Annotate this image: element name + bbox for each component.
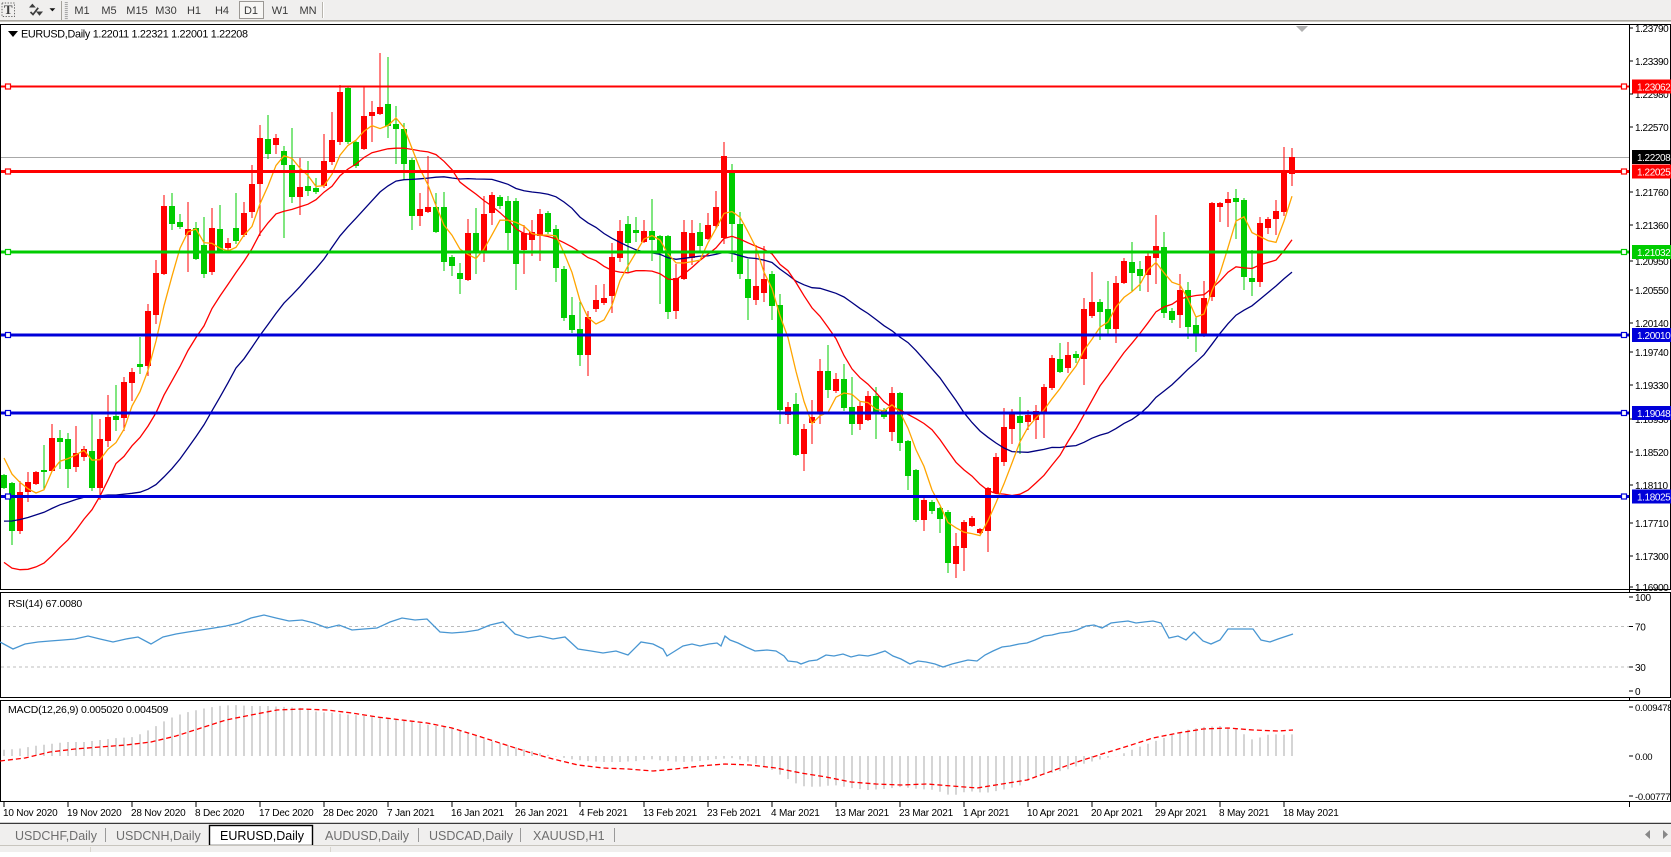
svg-text:4 Feb 2021: 4 Feb 2021 [579,808,628,819]
svg-text:1.18520: 1.18520 [1635,448,1669,459]
svg-text:1 Apr 2021: 1 Apr 2021 [963,808,1010,819]
svg-text:D1: D1 [244,5,258,17]
svg-text:1.21360: 1.21360 [1635,221,1669,232]
svg-text:1.23790: 1.23790 [1635,24,1669,35]
svg-text:28 Nov 2020: 28 Nov 2020 [131,808,186,819]
svg-text:28 Dec 2020: 28 Dec 2020 [323,808,378,819]
svg-text:1.18110: 1.18110 [1635,481,1668,492]
svg-text:1.16900: 1.16900 [1635,583,1669,594]
svg-text:M30: M30 [155,5,176,17]
svg-text:AUDUSD,Daily: AUDUSD,Daily [325,829,410,843]
svg-text:10 Apr 2021: 10 Apr 2021 [1027,808,1079,819]
svg-text:W1: W1 [272,5,289,17]
svg-text:19 Nov 2020: 19 Nov 2020 [67,808,122,819]
svg-text:1.17300: 1.17300 [1635,552,1669,563]
svg-text:USDCHF,Daily: USDCHF,Daily [15,829,98,843]
svg-text:0.00: 0.00 [1635,752,1652,763]
svg-text:29 Apr 2021: 29 Apr 2021 [1155,808,1207,819]
svg-text:H4: H4 [215,5,229,17]
svg-text:RSI(14) 67.0080: RSI(14) 67.0080 [8,598,82,610]
svg-text:1.21760: 1.21760 [1635,188,1669,199]
svg-text:0.009478: 0.009478 [1635,703,1671,714]
svg-text:EURUSD,Daily 1.22011 1.22321: EURUSD,Daily 1.22011 1.22321 1.22001 1.2… [21,29,248,41]
svg-text:18 May 2021: 18 May 2021 [1283,808,1339,819]
svg-text:7 Jan 2021: 7 Jan 2021 [387,808,435,819]
svg-text:EURUSD,Daily: EURUSD,Daily [220,829,305,843]
svg-text:1.21032: 1.21032 [1637,248,1671,259]
svg-text:70: 70 [1635,623,1646,634]
svg-text:-0.007778: -0.007778 [1635,792,1671,803]
svg-text:100: 100 [1635,593,1652,604]
svg-text:1.22980: 1.22980 [1635,90,1669,101]
svg-text:XAUUSD,H1: XAUUSD,H1 [533,829,605,843]
svg-text:1.22025: 1.22025 [1637,168,1671,179]
svg-text:1.19740: 1.19740 [1635,348,1669,359]
svg-text:17 Dec 2020: 17 Dec 2020 [259,808,314,819]
svg-text:M1: M1 [74,5,89,17]
svg-text:1.17710: 1.17710 [1635,519,1669,530]
svg-text:30: 30 [1635,663,1646,674]
svg-text:1.18930: 1.18930 [1635,415,1669,426]
svg-text:1.22570: 1.22570 [1635,123,1669,134]
svg-text:H1: H1 [187,5,201,17]
svg-text:26 Jan 2021: 26 Jan 2021 [515,808,568,819]
svg-text:8 Dec 2020: 8 Dec 2020 [195,808,245,819]
svg-text:0: 0 [1635,687,1641,698]
svg-text:13 Feb 2021: 13 Feb 2021 [643,808,698,819]
svg-text:M15: M15 [126,5,147,17]
svg-text:20 Apr 2021: 20 Apr 2021 [1091,808,1143,819]
svg-text:T: T [4,2,13,17]
svg-text:16 Jan 2021: 16 Jan 2021 [451,808,504,819]
svg-text:1.20950: 1.20950 [1635,257,1669,268]
svg-text:13 Mar 2021: 13 Mar 2021 [835,808,890,819]
svg-text:1.23062: 1.23062 [1637,83,1671,94]
svg-text:1.19330: 1.19330 [1635,381,1669,392]
svg-text:1.22208: 1.22208 [1637,153,1671,164]
svg-text:4 Mar 2021: 4 Mar 2021 [771,808,820,819]
svg-text:USDCAD,Daily: USDCAD,Daily [429,829,514,843]
svg-text:1.19048: 1.19048 [1637,409,1671,420]
svg-text:1.23390: 1.23390 [1635,57,1669,68]
svg-text:10 Nov 2020: 10 Nov 2020 [3,808,58,819]
svg-text:MACD(12,26,9) 0.005020 0.00450: MACD(12,26,9) 0.005020 0.004509 [8,704,169,716]
svg-text:1.20550: 1.20550 [1635,286,1669,297]
svg-text:23 Mar 2021: 23 Mar 2021 [899,808,954,819]
svg-text:8 May 2021: 8 May 2021 [1219,808,1270,819]
svg-text:M5: M5 [101,5,116,17]
svg-text:23 Feb 2021: 23 Feb 2021 [707,808,762,819]
svg-text:1.20140: 1.20140 [1635,319,1669,330]
svg-text:MN: MN [299,5,316,17]
svg-text:USDCNH,Daily: USDCNH,Daily [116,829,201,843]
svg-text:1.18025: 1.18025 [1637,493,1671,504]
svg-text:1.20010: 1.20010 [1637,331,1671,342]
